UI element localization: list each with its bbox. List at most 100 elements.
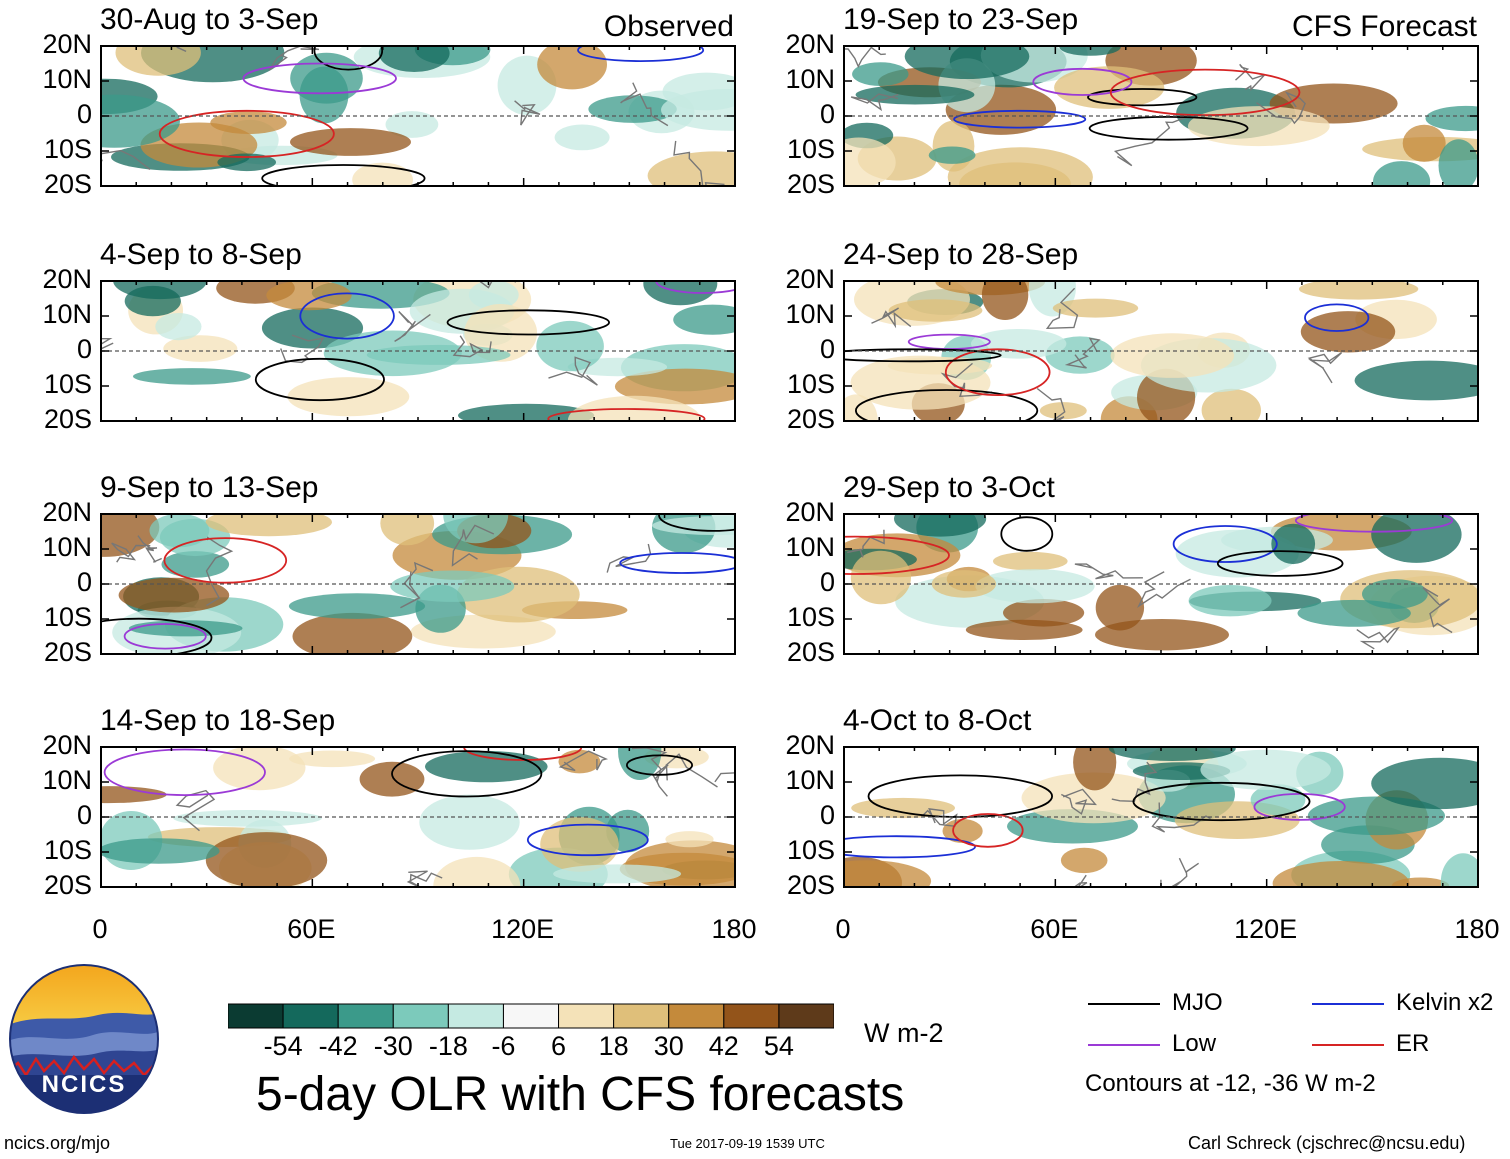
lat-tick-label: 10N [42, 299, 92, 329]
olr-anomaly-blob [266, 280, 352, 311]
olr-map-svg [100, 513, 736, 655]
olr-map [100, 513, 736, 655]
lat-tick-label: 20N [785, 497, 835, 527]
olr-anomaly-blob [1250, 784, 1306, 816]
coastline [548, 356, 598, 386]
panel-tag: CFS Forecast [1291, 10, 1477, 43]
olr-anomaly-blob [843, 860, 932, 888]
olr-anomaly-blob [1373, 161, 1431, 187]
olr-anomaly-blob [661, 89, 736, 131]
olr-anomaly-blob [540, 817, 619, 872]
olr-anomaly-blob [1060, 847, 1108, 874]
legend-label: Kelvin x2 [1396, 989, 1494, 1016]
wave-contour [446, 309, 611, 336]
wave-contour [313, 45, 384, 71]
colorbar-label: -18 [428, 1031, 468, 1061]
coastline [940, 362, 993, 398]
ncics-logo: NCICS [8, 963, 160, 1115]
coastline [400, 561, 434, 609]
wave-contour [299, 292, 395, 340]
coastline [176, 45, 207, 53]
olr-anomaly-blob [173, 810, 322, 827]
lat-tick-label: 20S [43, 637, 92, 667]
olr-anomaly-blob [1188, 585, 1272, 617]
lon-tick-label: 120E [491, 914, 555, 944]
olr-anomaly-blob [850, 355, 991, 410]
panel-title: 14-Sep to 18-Sep [100, 704, 336, 737]
colorbar-label: -42 [318, 1031, 358, 1061]
logo-text: NCICS [41, 1071, 127, 1098]
wave-contour [1109, 68, 1301, 117]
chart-title: 5-day OLR with CFS forecasts [256, 1068, 905, 1121]
olr-anomaly-blob [1200, 749, 1331, 790]
panel-title: 9-Sep to 13-Sep [100, 471, 319, 504]
lat-tick-label: 20S [786, 870, 835, 900]
wave-contour [1216, 550, 1344, 577]
wave-contour [944, 348, 1051, 396]
panel-title: 4-Oct to 8-Oct [843, 704, 1032, 737]
lat-tick-label: 10N [785, 532, 835, 562]
olr-anomaly-blob [161, 551, 230, 578]
olr-anomaly-blob [554, 124, 610, 151]
olr-anomaly-blob [843, 394, 878, 422]
olr-anomaly-blob [149, 513, 210, 548]
olr-anomaly-blob [1362, 579, 1428, 609]
olr-anomaly-blob [290, 128, 411, 156]
olr-anomaly-blob [419, 794, 520, 850]
olr-anomaly-blob [942, 819, 983, 843]
olr-anomaly-blob [1298, 280, 1419, 300]
olr-anomaly-blob [850, 550, 911, 605]
olr-anomaly-blob [928, 146, 976, 164]
olr-map-svg [843, 280, 1479, 422]
olr-anomaly-blob [904, 45, 1030, 79]
colorbar-label: -54 [263, 1031, 303, 1061]
olr-anomaly-blob [1391, 877, 1450, 888]
olr-anomaly-blob [947, 147, 1093, 187]
lat-tick-label: 20N [785, 730, 835, 760]
olr-anomaly-blob [385, 111, 439, 138]
coastline [558, 750, 609, 772]
coastline [1160, 857, 1200, 888]
olr-anomaly-blob [1039, 402, 1087, 420]
colorbar-label: 18 [598, 1031, 629, 1061]
lon-tick-label: 60E [287, 914, 336, 944]
olr-anomaly-blob [378, 45, 450, 72]
lat-tick-label: 10S [786, 602, 835, 632]
colorbar-label: -30 [373, 1031, 413, 1061]
footer-left[interactable]: ncics.org/mjo [4, 1133, 111, 1153]
olr-anomaly-blob [614, 368, 736, 405]
coastline [452, 335, 492, 358]
olr-anomaly-blob [851, 797, 955, 819]
olr-anomaly-blob [425, 750, 548, 783]
lat-tick-label: 0 [819, 567, 835, 597]
wave-contour [158, 109, 335, 158]
lat-tick-label: 0 [819, 800, 835, 830]
lat-tick-label: 10S [786, 835, 835, 865]
lat-tick-label: 20N [42, 730, 92, 760]
lat-tick-label: 10S [786, 134, 835, 164]
panel-tag: Observed [603, 10, 734, 43]
olr-anomaly-blob [289, 750, 376, 768]
olr-anomaly-blob [433, 856, 521, 888]
colorbar-swatch [558, 1003, 615, 1029]
lat-tick-label: 10S [786, 369, 835, 399]
wave-contour [1253, 793, 1346, 821]
lat-tick-label: 20N [42, 264, 92, 294]
olr-anomaly-blob [390, 570, 515, 602]
olr-anomaly-blob [359, 761, 425, 797]
colorbar-swatch [282, 1003, 339, 1029]
lat-tick-label: 20N [42, 29, 92, 59]
olr-anomaly-blob [287, 377, 410, 417]
coastline [406, 870, 443, 888]
lat-tick-label: 10N [42, 532, 92, 562]
lat-tick-label: 10N [785, 299, 835, 329]
olr-map [843, 45, 1479, 187]
colorbar-swatch [447, 1003, 504, 1029]
olr-anomaly-blob [1272, 861, 1410, 888]
units-label: W m-2 [864, 1018, 944, 1048]
olr-map [100, 45, 736, 187]
olr-anomaly-blob [855, 84, 975, 105]
olr-anomaly-blob [971, 329, 1067, 359]
olr-map [100, 280, 736, 422]
legend-note: Contours at -12, -36 W m-2 [1085, 1070, 1376, 1097]
